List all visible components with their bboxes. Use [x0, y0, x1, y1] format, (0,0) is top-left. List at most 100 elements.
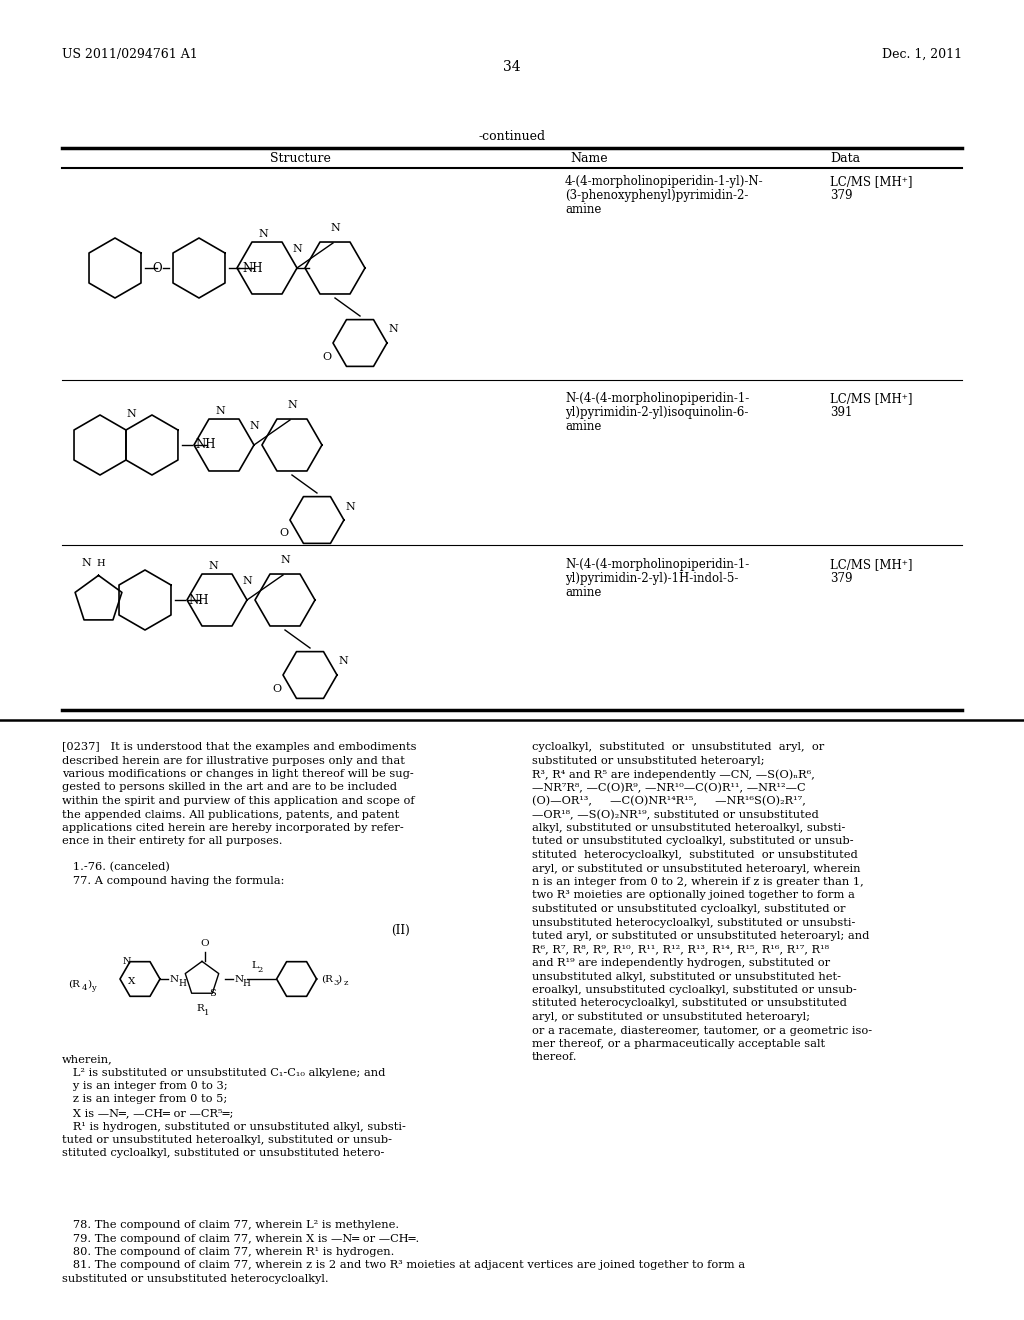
- Text: stituted  heterocycloalkyl,  substituted  or unsubstituted: stituted heterocycloalkyl, substituted o…: [532, 850, 858, 861]
- Text: NH: NH: [188, 594, 209, 606]
- Text: X: X: [128, 978, 136, 986]
- Text: stituted heterocycloalkyl, substituted or unsubstituted: stituted heterocycloalkyl, substituted o…: [532, 998, 847, 1008]
- Text: L² is substituted or unsubstituted C₁-C₁₀ alkylene; and: L² is substituted or unsubstituted C₁-C₁…: [62, 1068, 385, 1077]
- Text: applications cited herein are hereby incorporated by refer-: applications cited herein are hereby inc…: [62, 822, 403, 833]
- Text: O: O: [201, 939, 209, 948]
- Text: R¹ is hydrogen, substituted or unsubstituted alkyl, substi-: R¹ is hydrogen, substituted or unsubstit…: [62, 1122, 406, 1131]
- Text: (R: (R: [322, 974, 334, 983]
- Text: O: O: [272, 684, 282, 693]
- Text: various modifications or changes in light thereof will be sug-: various modifications or changes in ligh…: [62, 770, 414, 779]
- Text: O: O: [323, 351, 332, 362]
- Text: 3: 3: [334, 979, 339, 987]
- Text: LC/MS [MH⁺]: LC/MS [MH⁺]: [830, 176, 912, 187]
- Text: LC/MS [MH⁺]: LC/MS [MH⁺]: [830, 392, 912, 405]
- Text: —OR¹⁸, —S(O)₂NR¹⁹, substituted or unsubstituted: —OR¹⁸, —S(O)₂NR¹⁹, substituted or unsubs…: [532, 809, 819, 820]
- Text: NH: NH: [242, 261, 262, 275]
- Text: N-(4-(4-morpholinopiperidin-1-: N-(4-(4-morpholinopiperidin-1-: [565, 558, 750, 572]
- Text: unsubstituted heterocycloalkyl, substituted or unsubsti-: unsubstituted heterocycloalkyl, substitu…: [532, 917, 855, 928]
- Text: —NR⁷R⁸, —C(O)R⁹, —NR¹⁰—C(O)R¹¹, —NR¹²—C: —NR⁷R⁸, —C(O)R⁹, —NR¹⁰—C(O)R¹¹, —NR¹²—C: [532, 783, 806, 793]
- Text: Structure: Structure: [269, 152, 331, 165]
- Text: aryl, or substituted or unsubstituted heteroaryl, wherein: aryl, or substituted or unsubstituted he…: [532, 863, 860, 874]
- Text: eroalkyl, unsubstituted cycloalkyl, substituted or unsub-: eroalkyl, unsubstituted cycloalkyl, subs…: [532, 985, 857, 995]
- Text: substituted or unsubstituted cycloalkyl, substituted or: substituted or unsubstituted cycloalkyl,…: [532, 904, 846, 913]
- Text: X is —N═, —CH═ or —CR⁵═;: X is —N═, —CH═ or —CR⁵═;: [62, 1107, 233, 1118]
- Text: 81. The compound of claim 77, wherein z is 2 and two R³ moieties at adjacent ver: 81. The compound of claim 77, wherein z …: [62, 1261, 745, 1270]
- Text: z: z: [344, 979, 348, 987]
- Text: H: H: [243, 978, 251, 987]
- Text: amine: amine: [565, 586, 601, 599]
- Text: 1.-76. (canceled): 1.-76. (canceled): [62, 862, 170, 873]
- Text: mer thereof, or a pharmaceutically acceptable salt: mer thereof, or a pharmaceutically accep…: [532, 1039, 825, 1049]
- Text: [0237]   It is understood that the examples and embodiments: [0237] It is understood that the example…: [62, 742, 417, 752]
- Text: n is an integer from 0 to 2, wherein if z is greater than 1,: n is an integer from 0 to 2, wherein if …: [532, 876, 864, 887]
- Text: 1: 1: [205, 1008, 210, 1016]
- Text: and R¹⁹ are independently hydrogen, substituted or: and R¹⁹ are independently hydrogen, subs…: [532, 958, 830, 968]
- Text: 379: 379: [830, 572, 853, 585]
- Text: substituted or unsubstituted heteroaryl;: substituted or unsubstituted heteroaryl;: [532, 755, 765, 766]
- Text: N: N: [123, 957, 131, 966]
- Text: 4-(4-morpholinopiperidin-1-yl)-N-: 4-(4-morpholinopiperidin-1-yl)-N-: [565, 176, 764, 187]
- Text: US 2011/0294761 A1: US 2011/0294761 A1: [62, 48, 198, 61]
- Text: -continued: -continued: [478, 129, 546, 143]
- Text: ): ): [87, 979, 91, 989]
- Text: (3-phenoxyphenyl)pyrimidin-2-: (3-phenoxyphenyl)pyrimidin-2-: [565, 189, 749, 202]
- Text: the appended claims. All publications, patents, and patent: the appended claims. All publications, p…: [62, 809, 399, 820]
- Text: LC/MS [MH⁺]: LC/MS [MH⁺]: [830, 558, 912, 572]
- Text: (O)—OR¹³,     —C(O)NR¹⁴R¹⁵,     —NR¹⁶S(O)₂R¹⁷,: (O)—OR¹³, —C(O)NR¹⁴R¹⁵, —NR¹⁶S(O)₂R¹⁷,: [532, 796, 806, 807]
- Text: unsubstituted alkyl, substituted or unsubstituted het-: unsubstituted alkyl, substituted or unsu…: [532, 972, 841, 982]
- Text: 80. The compound of claim 77, wherein R¹ is hydrogen.: 80. The compound of claim 77, wherein R¹…: [62, 1247, 394, 1257]
- Text: N: N: [258, 228, 268, 239]
- Text: R³, R⁴ and R⁵ are independently —CN, —S(O)ₙR⁶,: R³, R⁴ and R⁵ are independently —CN, —S(…: [532, 770, 815, 780]
- Text: cycloalkyl,  substituted  or  unsubstituted  aryl,  or: cycloalkyl, substituted or unsubstituted…: [532, 742, 824, 752]
- Text: N: N: [82, 558, 91, 569]
- Text: N: N: [338, 656, 348, 667]
- Text: 78. The compound of claim 77, wherein L² is methylene.: 78. The compound of claim 77, wherein L²…: [62, 1220, 399, 1230]
- Text: N-(4-(4-morpholinopiperidin-1-: N-(4-(4-morpholinopiperidin-1-: [565, 392, 750, 405]
- Text: R⁶, R⁷, R⁸, R⁹, R¹⁰, R¹¹, R¹², R¹³, R¹⁴, R¹⁵, R¹⁶, R¹⁷, R¹⁸: R⁶, R⁷, R⁸, R⁹, R¹⁰, R¹¹, R¹², R¹³, R¹⁴,…: [532, 945, 829, 954]
- Text: tuted or unsubstituted heteroalkyl, substituted or unsub-: tuted or unsubstituted heteroalkyl, subs…: [62, 1135, 392, 1144]
- Text: z is an integer from 0 to 5;: z is an integer from 0 to 5;: [62, 1094, 227, 1105]
- Text: (R: (R: [68, 979, 80, 989]
- Text: amine: amine: [565, 203, 601, 216]
- Text: (II): (II): [390, 924, 410, 937]
- Text: substituted or unsubstituted heterocycloalkyl.: substituted or unsubstituted heterocyclo…: [62, 1274, 329, 1284]
- Text: 34: 34: [503, 59, 521, 74]
- Text: L: L: [251, 961, 258, 970]
- Text: or a racemate, diastereomer, tautomer, or a geometric iso-: or a racemate, diastereomer, tautomer, o…: [532, 1026, 872, 1035]
- Text: stituted cycloalkyl, substituted or unsubstituted hetero-: stituted cycloalkyl, substituted or unsu…: [62, 1148, 384, 1159]
- Text: ): ): [338, 974, 342, 983]
- Text: y: y: [91, 983, 96, 993]
- Text: 79. The compound of claim 77, wherein X is —N═ or —CH═.: 79. The compound of claim 77, wherein X …: [62, 1233, 419, 1243]
- Text: Data: Data: [830, 152, 860, 165]
- Text: N: N: [215, 407, 225, 416]
- Text: N: N: [388, 325, 398, 334]
- Text: 2: 2: [258, 966, 263, 974]
- Text: yl)pyrimidin-2-yl)isoquinolin-6-: yl)pyrimidin-2-yl)isoquinolin-6-: [565, 407, 749, 418]
- Text: tuted or unsubstituted cycloalkyl, substituted or unsub-: tuted or unsubstituted cycloalkyl, subst…: [532, 837, 854, 846]
- Text: N: N: [281, 554, 290, 565]
- Text: thereof.: thereof.: [532, 1052, 578, 1063]
- Text: alkyl, substituted or unsubstituted heteroalkyl, substi-: alkyl, substituted or unsubstituted hete…: [532, 822, 846, 833]
- Text: two R³ moieties are optionally joined together to form a: two R³ moieties are optionally joined to…: [532, 891, 855, 900]
- Text: NH: NH: [195, 438, 215, 451]
- Text: N: N: [234, 974, 244, 983]
- Text: ence in their entirety for all purposes.: ence in their entirety for all purposes.: [62, 837, 283, 846]
- Text: tuted aryl, or substituted or unsubstituted heteroaryl; and: tuted aryl, or substituted or unsubstitu…: [532, 931, 869, 941]
- Text: wherein,: wherein,: [62, 1053, 113, 1064]
- Text: 391: 391: [830, 407, 852, 418]
- Text: Dec. 1, 2011: Dec. 1, 2011: [882, 48, 962, 61]
- Text: aryl, or substituted or unsubstituted heteroaryl;: aryl, or substituted or unsubstituted he…: [532, 1012, 810, 1022]
- Text: N: N: [287, 400, 297, 411]
- Text: gested to persons skilled in the art and are to be included: gested to persons skilled in the art and…: [62, 783, 397, 792]
- Text: O: O: [280, 528, 289, 539]
- Text: O: O: [153, 261, 162, 275]
- Text: N: N: [242, 576, 252, 586]
- Text: within the spirit and purview of this application and scope of: within the spirit and purview of this ap…: [62, 796, 415, 807]
- Text: yl)pyrimidin-2-yl)-1H-indol-5-: yl)pyrimidin-2-yl)-1H-indol-5-: [565, 572, 738, 585]
- Text: N: N: [345, 502, 355, 511]
- Text: N: N: [249, 421, 259, 432]
- Text: Name: Name: [570, 152, 607, 165]
- Text: amine: amine: [565, 420, 601, 433]
- Text: S: S: [209, 989, 216, 998]
- Text: N: N: [208, 561, 218, 572]
